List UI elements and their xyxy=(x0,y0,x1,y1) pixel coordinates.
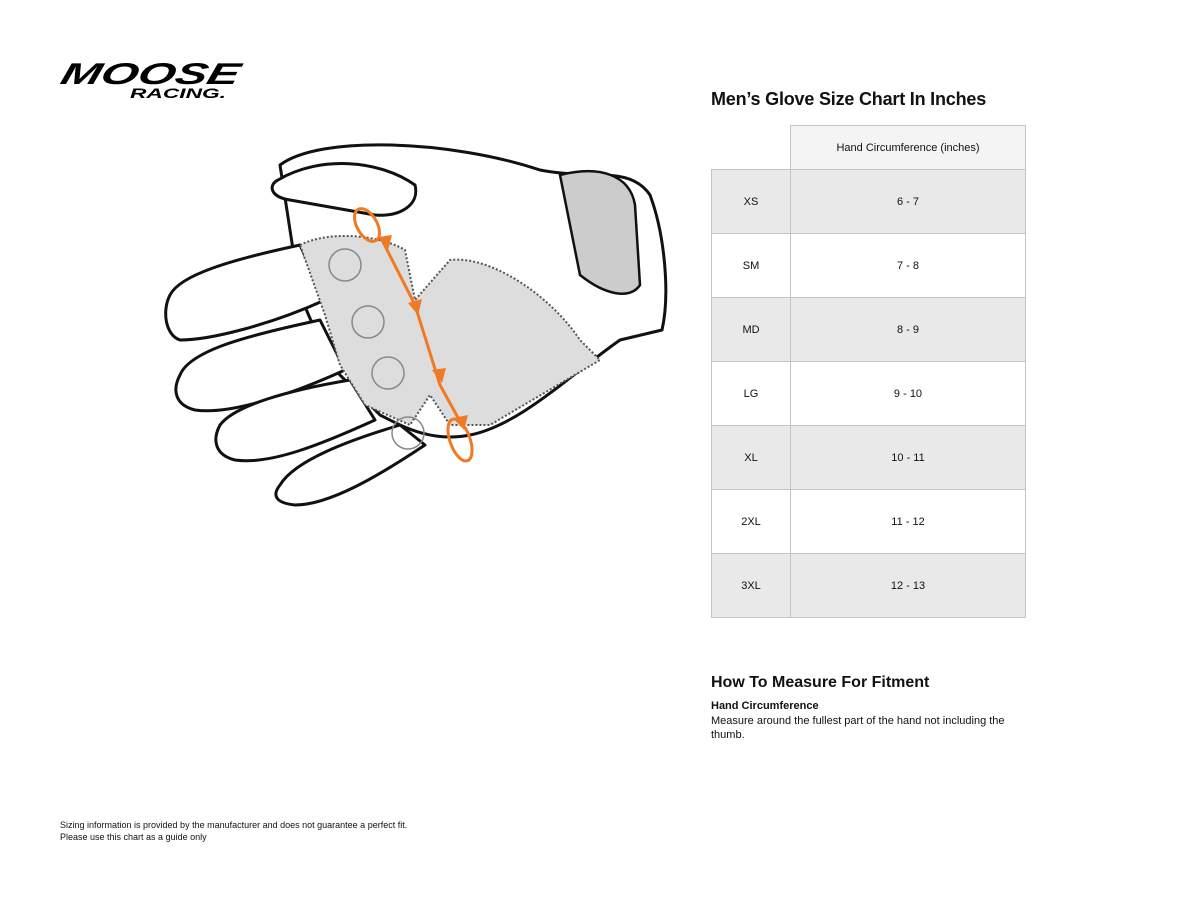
table-row: 3XL 12 - 13 xyxy=(711,553,1026,618)
disclaimer-line-2: Please use this chart as a guide only xyxy=(60,832,207,842)
circumference-cell: 11 - 12 xyxy=(790,489,1026,554)
size-cell: XS xyxy=(711,169,791,234)
svg-text:MOOSE: MOOSE xyxy=(58,58,244,91)
size-cell: SM xyxy=(711,233,791,298)
size-cell: 3XL xyxy=(711,553,791,618)
table-row: 2XL 11 - 12 xyxy=(711,489,1026,554)
header-circumference: Hand Circumference (inches) xyxy=(790,125,1026,170)
measure-subtitle: Hand Circumference xyxy=(711,700,819,712)
moose-racing-logo: MOOSE RACING. xyxy=(58,58,244,101)
measurement-arrow xyxy=(353,207,474,463)
svg-text:RACING.: RACING. xyxy=(130,85,226,101)
measure-title: How To Measure For Fitment xyxy=(711,674,930,691)
circumference-cell: 6 - 7 xyxy=(790,169,1026,234)
circumference-cell: 12 - 13 xyxy=(790,553,1026,618)
size-chart-title: Men’s Glove Size Chart In Inches xyxy=(711,89,987,109)
size-cell: LG xyxy=(711,361,791,426)
circumference-cell: 8 - 9 xyxy=(790,297,1026,362)
circumference-cell: 7 - 8 xyxy=(790,233,1026,298)
size-cell: MD xyxy=(711,297,791,362)
table-header-row: Hand Circumference (inches) xyxy=(711,125,1026,170)
table-row: XS 6 - 7 xyxy=(711,169,1026,234)
measure-instructions: Measure around the fullest part of the h… xyxy=(711,715,1005,741)
disclaimer-line-1: Sizing information is provided by the ma… xyxy=(60,820,408,830)
circumference-cell: 9 - 10 xyxy=(790,361,1026,426)
size-cell: XL xyxy=(711,425,791,490)
glove-illustration xyxy=(164,143,668,507)
size-cell: 2XL xyxy=(711,489,791,554)
circumference-cell: 10 - 11 xyxy=(790,425,1026,490)
table-row: LG 9 - 10 xyxy=(711,361,1026,426)
table-row: SM 7 - 8 xyxy=(711,233,1026,298)
header-blank-cell xyxy=(711,125,791,170)
table-row: XL 10 - 11 xyxy=(711,425,1026,490)
size-table: Hand Circumference (inches) XS 6 - 7 SM 7 -… xyxy=(711,125,1026,618)
table-row: MD 8 - 9 xyxy=(711,297,1026,362)
disclaimer: Sizing information is provided by the ma… xyxy=(60,819,407,843)
